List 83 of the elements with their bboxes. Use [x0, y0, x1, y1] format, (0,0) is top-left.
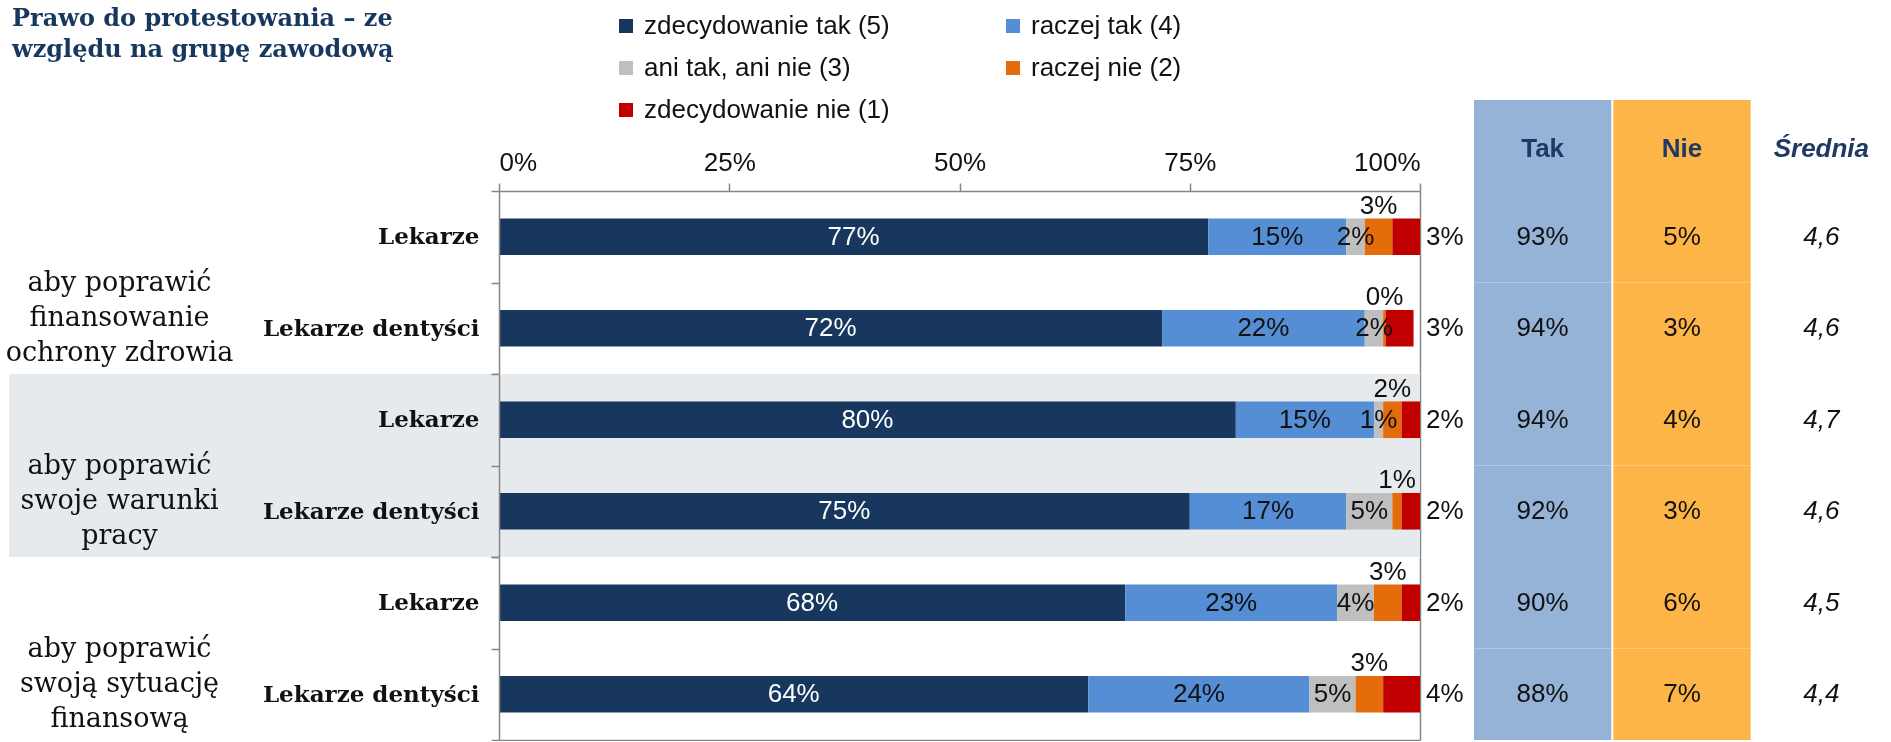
y-axis-title: aby poprawić swoje warunki pracy: [20, 449, 219, 550]
data-label: 75%: [818, 495, 871, 526]
data-label: 3%: [1350, 647, 1389, 678]
category-label: Średnia: [1773, 132, 1870, 163]
data-label: 5%: [1313, 678, 1352, 709]
data-label: 5%: [1663, 220, 1701, 251]
data-label: 1%: [1378, 464, 1416, 495]
x-tick-label: 0%: [499, 146, 538, 177]
bar: [499, 401, 1236, 439]
data-label: 4,6: [1803, 220, 1840, 251]
data-label: 2%: [1426, 586, 1464, 617]
data-label: 17%: [1242, 495, 1295, 526]
bar: [1401, 492, 1420, 530]
data-label: 3%: [1426, 312, 1464, 343]
bar: [1088, 675, 1310, 713]
data-label: 4,6: [1803, 312, 1840, 343]
data-label: 0%: [1365, 281, 1404, 312]
legend-label: raczej nie (2): [1031, 52, 1182, 82]
data-label: 2%: [1426, 495, 1464, 526]
data-label: 77%: [827, 220, 880, 251]
data-label: 7%: [1663, 678, 1701, 709]
legend-label: raczej tak (4): [1031, 10, 1182, 40]
data-label: 15%: [1278, 403, 1331, 434]
y-tick-label: Lekarze: [378, 405, 480, 433]
data-label: 2%: [1426, 403, 1464, 434]
bar: [499, 584, 1126, 622]
category-label: Nie: [1661, 132, 1703, 163]
data-label: 4,4: [1803, 678, 1840, 709]
data-label: 80%: [841, 403, 894, 434]
legend-label: ani tak, ani nie (3): [644, 52, 851, 82]
data-label: 4,6: [1803, 495, 1840, 526]
legend-label: zdecydowanie tak (5): [644, 10, 890, 40]
y-axis-title: aby poprawić swoją sytuację finansową: [19, 632, 220, 733]
bar: [1383, 675, 1420, 713]
data-label: 3%: [1663, 312, 1701, 343]
x-tick-label: 100%: [1354, 146, 1421, 177]
data-label: 72%: [804, 312, 857, 343]
y-axis-title: aby poprawić finansowanie ochrony zdrowia: [5, 266, 234, 367]
data-label: 6%: [1663, 586, 1701, 617]
x-tick-label: 25%: [703, 146, 756, 177]
y-tick-label: Lekarze dentyści: [262, 496, 480, 524]
data-label: 2%: [1373, 372, 1412, 403]
bar: [1373, 584, 1402, 622]
bar: [1189, 492, 1347, 530]
bar: [1392, 492, 1402, 530]
legend-label: zdecydowanie nie (1): [644, 94, 890, 124]
bar: [1355, 675, 1384, 713]
bar: [1401, 584, 1420, 622]
x-tick-label: 50%: [933, 146, 987, 177]
data-label: 93%: [1516, 220, 1569, 251]
data-label: 4%: [1336, 586, 1375, 617]
data-label: 3%: [1368, 555, 1407, 586]
data-label: 94%: [1516, 403, 1569, 434]
category-label: Tak: [1521, 132, 1565, 163]
data-label: 3%: [1426, 220, 1464, 251]
x-tick-label: 75%: [1164, 146, 1217, 177]
data-label: 5%: [1350, 495, 1389, 526]
data-label: 4,5: [1803, 586, 1840, 617]
bar: [499, 675, 1089, 713]
y-tick-label: Lekarze: [378, 588, 480, 616]
data-label: 90%: [1516, 586, 1569, 617]
y-tick-label: Lekarze: [378, 222, 480, 250]
data-label: 15%: [1251, 220, 1304, 251]
bar: [1401, 401, 1420, 439]
y-tick-label: Lekarze dentyści: [262, 313, 480, 341]
data-label: 3%: [1359, 189, 1398, 220]
bar: [1125, 584, 1338, 622]
data-label: 24%: [1172, 678, 1225, 709]
data-label: 88%: [1516, 678, 1569, 709]
data-label: 1%: [1359, 403, 1398, 434]
data-label: 64%: [767, 678, 820, 709]
text: Prawo do protestowania – ze względu na grupę zawodową: [11, 3, 394, 63]
data-label: 68%: [786, 586, 839, 617]
data-label: 92%: [1516, 495, 1569, 526]
data-label: 4,7: [1803, 403, 1841, 434]
data-label: 22%: [1237, 312, 1290, 343]
data-label: 4%: [1663, 403, 1701, 434]
data-label: 3%: [1663, 495, 1701, 526]
data-label: 4%: [1426, 678, 1464, 709]
bar: [499, 492, 1190, 530]
y-tick-label: Lekarze dentyści: [262, 679, 480, 707]
data-label: 94%: [1516, 312, 1569, 343]
data-label: 23%: [1205, 586, 1258, 617]
